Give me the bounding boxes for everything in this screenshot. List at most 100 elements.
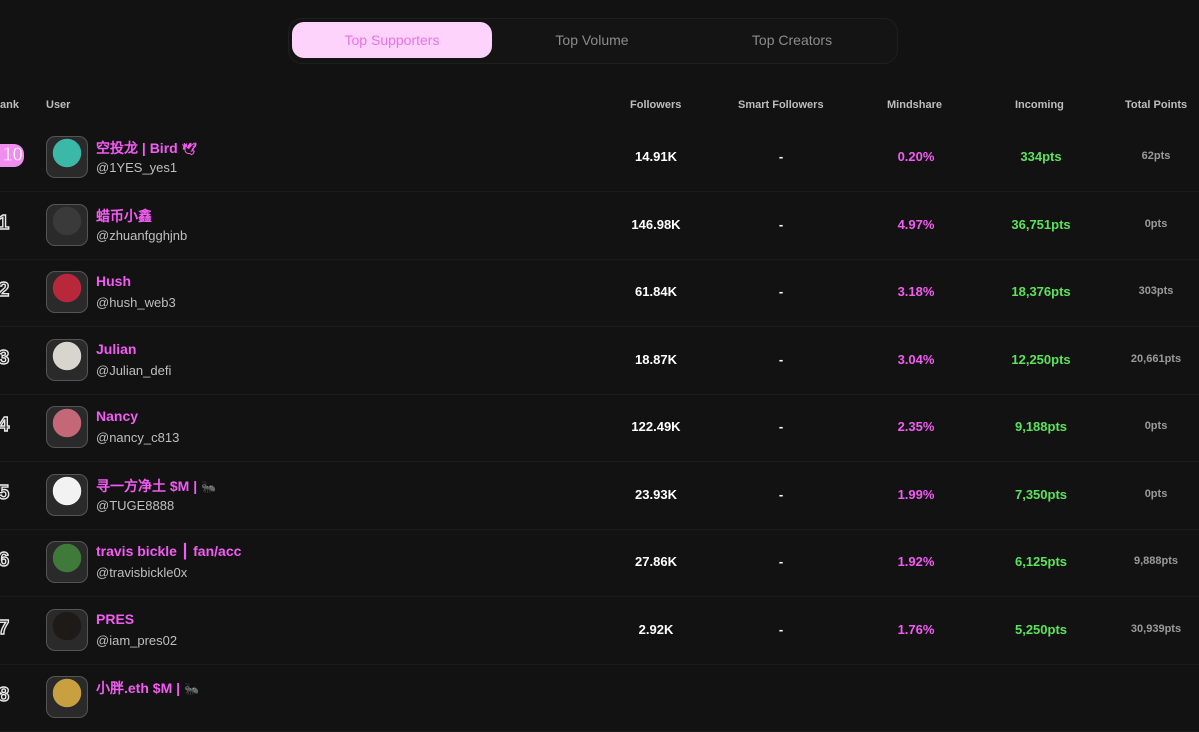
- mindshare-value: 1.92%: [897, 554, 935, 569]
- total-points-value: 62pts: [1141, 150, 1171, 162]
- avatar[interactable]: [46, 271, 88, 313]
- header-rank[interactable]: ank: [0, 99, 19, 111]
- user-name[interactable]: 空投龙 | Bird 🕊: [96, 138, 197, 158]
- table-row[interactable]: 01 蜡币小鑫 @zhuanfgghjnb 146.98K - 4.97% 36…: [0, 192, 1199, 260]
- tab-top-supporters[interactable]: Top Supporters: [292, 22, 492, 58]
- mindshare-value: 3.18%: [897, 284, 935, 299]
- header-user[interactable]: User: [46, 99, 71, 111]
- table-row[interactable]: 04 Nancy @nancy_c813 122.49K - 2.35% 9,1…: [0, 394, 1199, 462]
- user-name[interactable]: Julian: [96, 341, 140, 357]
- user-handle[interactable]: @nancy_c813: [96, 430, 180, 445]
- mindshare-value: 4.97%: [897, 216, 935, 232]
- table-row[interactable]: 02 Hush @hush_web3 61.84K - 3.18% 18,376…: [0, 259, 1199, 327]
- table-row[interactable]: 03 Julian @Julian_defi 18.87K - 3.04% 12…: [0, 327, 1199, 395]
- incoming-value: 18,376pts: [1011, 284, 1071, 299]
- followers-value: 18.87K: [635, 351, 677, 367]
- avatar[interactable]: [46, 473, 88, 516]
- user-name-text: 寻一方净土 $M |: [96, 477, 198, 494]
- followers-value: 14.91K: [635, 149, 677, 164]
- smart-followers-value: -: [778, 419, 784, 434]
- avatar[interactable]: [46, 676, 88, 718]
- rank-number: 03: [0, 346, 10, 369]
- smart-followers-value: -: [778, 351, 784, 367]
- rank-number: 02: [0, 278, 10, 301]
- table-row[interactable]: 08 小胖.eth $M |🐜: [0, 664, 1199, 732]
- header-total-points[interactable]: Total Points: [1125, 99, 1188, 111]
- user-name[interactable]: 小胖.eth $M | 🐜: [96, 678, 199, 698]
- rank-number: 04: [0, 413, 10, 436]
- user-badge-icon: 🐜: [184, 682, 199, 696]
- user-name-text: 蜡币小鑫: [96, 207, 152, 224]
- total-points-value: 9,888pts: [1133, 555, 1179, 567]
- incoming-value: 36,751pts: [1011, 216, 1071, 232]
- user-handle[interactable]: @1YES_yes1: [96, 160, 178, 175]
- table-row[interactable]: 06 travis bickle ┃ fan/acc @travisbickle…: [0, 529, 1199, 597]
- total-points-value: 30,939pts: [1130, 622, 1182, 635]
- total-points-value: 20,661pts: [1130, 352, 1182, 365]
- user-name-text: travis bickle ┃ fan/acc: [96, 543, 242, 559]
- user-name-text: 小胖.eth $M |: [96, 680, 181, 696]
- user-name[interactable]: 寻一方净土 $M | 🐜: [96, 476, 216, 496]
- smart-followers-value: -: [778, 216, 784, 232]
- user-handle[interactable]: @travisbickle0x: [96, 565, 188, 580]
- user-badge-icon: 🐜: [201, 479, 217, 494]
- user-name-text: Hush: [96, 273, 131, 289]
- avatar[interactable]: [46, 406, 88, 448]
- header-mindshare[interactable]: Mindshare: [887, 99, 943, 111]
- user-name-text: Julian: [96, 340, 137, 357]
- avatar[interactable]: [46, 608, 88, 651]
- tab-top-volume[interactable]: Top Volume: [555, 32, 629, 48]
- total-points-value: 0pts: [1144, 217, 1168, 230]
- followers-value: 122.49K: [631, 419, 681, 434]
- user-name-text: 空投龙 | Bird: [96, 140, 178, 156]
- rank-number: 05: [0, 481, 10, 504]
- table-row[interactable]: 05 寻一方净土 $M |🐜 @TUGE8888 23.93K - 1.99% …: [0, 462, 1199, 530]
- followers-value: 61.84K: [635, 284, 677, 299]
- user-handle[interactable]: @iam_pres02: [96, 632, 178, 648]
- mindshare-value: 1.99%: [897, 486, 935, 502]
- mindshare-value: 1.76%: [897, 621, 935, 637]
- mindshare-value: 0.20%: [897, 149, 935, 164]
- user-name[interactable]: Hush: [96, 273, 135, 289]
- smart-followers-value: -: [778, 284, 784, 299]
- incoming-value: 7,350pts: [1014, 486, 1068, 502]
- total-points-value: 303pts: [1138, 285, 1174, 297]
- smart-followers-value: -: [778, 621, 784, 637]
- avatar[interactable]: [46, 541, 88, 583]
- user-handle[interactable]: @hush_web3: [96, 295, 176, 310]
- user-name-text: PRES: [96, 610, 135, 627]
- table-row[interactable]: 07 PRES @iam_pres02 2.92K - 1.76% 5,250p…: [0, 597, 1199, 665]
- mindshare-value: 3.04%: [897, 351, 935, 367]
- user-name-text: Nancy: [96, 408, 139, 424]
- user-badge-icon: 🕊: [181, 142, 197, 156]
- user-handle[interactable]: @TUGE8888: [96, 497, 175, 513]
- user-name[interactable]: PRES: [96, 611, 138, 627]
- user-name[interactable]: travis bickle ┃ fan/acc: [96, 543, 245, 560]
- header-followers[interactable]: Followers: [630, 99, 682, 111]
- leaderboard-tabs: Top Supporters Top Volume Top Creators: [288, 18, 898, 64]
- mindshare-value: 2.35%: [897, 419, 935, 434]
- followers-value: 23.93K: [635, 486, 677, 502]
- avatar[interactable]: [46, 338, 88, 381]
- user-handle[interactable]: @zhuanfgghjnb: [96, 227, 188, 243]
- user-name[interactable]: 蜡币小鑫: [96, 206, 156, 226]
- rank-number: 07: [0, 616, 10, 639]
- header-incoming[interactable]: Incoming: [1015, 99, 1064, 111]
- user-name[interactable]: Nancy: [96, 408, 142, 424]
- rank-number: 10: [0, 143, 25, 167]
- user-handle[interactable]: @Julian_defi: [96, 362, 172, 378]
- header-smart-followers[interactable]: Smart Followers: [738, 99, 824, 111]
- incoming-value: 6,125pts: [1014, 554, 1068, 569]
- table-row[interactable]: 10 空投龙 | Bird 🕊 @1YES_yes1 14.91K - 0.20%…: [0, 124, 1199, 192]
- incoming-value: 9,188pts: [1014, 419, 1068, 434]
- smart-followers-value: -: [778, 149, 784, 164]
- avatar[interactable]: [46, 136, 88, 178]
- total-points-value: 0pts: [1144, 487, 1168, 500]
- followers-value: 2.92K: [638, 621, 674, 637]
- tab-top-creators[interactable]: Top Creators: [751, 32, 833, 48]
- incoming-value: 12,250pts: [1011, 351, 1071, 367]
- rank-number: 06: [0, 548, 10, 571]
- total-points-value: 0pts: [1144, 420, 1168, 432]
- avatar[interactable]: [46, 203, 88, 246]
- followers-value: 146.98K: [631, 216, 681, 232]
